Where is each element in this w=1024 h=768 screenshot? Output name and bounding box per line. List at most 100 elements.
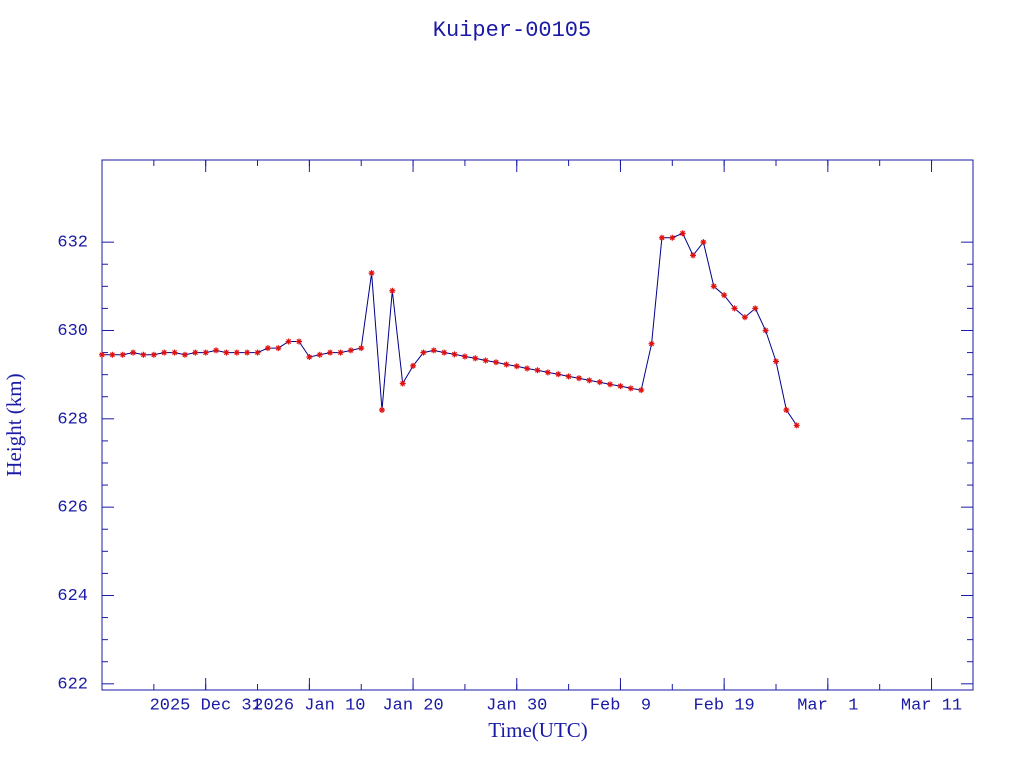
marker-stroke	[638, 387, 644, 393]
data-point	[327, 349, 334, 356]
data-point	[420, 349, 427, 356]
y-tick-label: 632	[57, 234, 88, 253]
marker-stroke	[773, 358, 779, 364]
data-point	[181, 351, 188, 358]
marker-stroke	[669, 235, 675, 241]
data-point	[627, 385, 634, 392]
chart-title: Kuiper-00105	[433, 18, 591, 43]
marker-stroke	[441, 350, 447, 356]
marker-stroke	[327, 350, 333, 356]
marker-stroke	[763, 327, 769, 334]
data-point	[150, 351, 157, 358]
x-tick-label: Jan 30	[486, 696, 547, 715]
data-line	[102, 232, 798, 426]
marker-stroke	[534, 367, 541, 373]
data-point	[544, 369, 551, 376]
marker-stroke	[203, 350, 209, 356]
marker-stroke	[576, 375, 582, 381]
data-point	[223, 349, 230, 356]
marker-stroke	[130, 350, 136, 356]
data-point	[399, 380, 406, 387]
data-point	[378, 406, 385, 413]
marker-stroke	[151, 352, 157, 358]
marker-stroke	[120, 352, 126, 358]
data-point	[244, 349, 251, 356]
data-point	[202, 349, 209, 356]
marker-stroke	[690, 252, 696, 258]
data-point	[389, 287, 396, 294]
marker-stroke	[483, 357, 489, 364]
data-point	[316, 351, 323, 358]
marker-stroke	[555, 371, 561, 377]
data-point	[741, 314, 748, 321]
marker-stroke	[514, 363, 520, 369]
marker-stroke	[503, 361, 509, 368]
marker-stroke	[721, 292, 727, 298]
data-point	[410, 362, 417, 369]
marker-stroke	[223, 350, 229, 356]
data-point	[524, 365, 531, 372]
data-point	[472, 355, 479, 362]
data-point	[430, 347, 437, 354]
marker-stroke	[586, 377, 592, 383]
data-point	[109, 351, 116, 358]
marker-stroke	[700, 239, 706, 245]
marker-stroke	[410, 363, 416, 369]
data-point	[555, 371, 562, 378]
marker-stroke	[649, 341, 655, 347]
data-point	[575, 375, 582, 382]
data-point	[617, 383, 624, 390]
data-point	[130, 349, 137, 356]
x-tick-label: Jan 20	[382, 696, 443, 715]
marker-stroke	[255, 350, 261, 356]
marker-stroke	[234, 350, 240, 356]
marker-stroke	[731, 305, 738, 311]
data-point	[762, 327, 769, 334]
marker-stroke	[369, 270, 375, 276]
x-tick-label: Mar 11	[901, 696, 962, 715]
data-point	[710, 283, 717, 290]
marker-stroke	[275, 345, 281, 351]
marker-stroke	[244, 350, 250, 356]
data-point	[99, 351, 105, 358]
marker-stroke	[783, 407, 789, 413]
data-point	[638, 387, 645, 394]
marker-stroke	[680, 230, 686, 236]
x-tick-label: Feb 9	[590, 696, 651, 715]
data-point	[669, 234, 676, 241]
data-point	[658, 234, 665, 241]
marker-stroke	[348, 347, 354, 353]
data-point	[513, 363, 520, 370]
data-point	[161, 349, 168, 356]
marker-stroke	[389, 288, 395, 294]
data-point	[731, 305, 738, 312]
marker-stroke	[493, 359, 499, 365]
data-point	[254, 349, 261, 356]
data-point	[772, 358, 779, 365]
marker-stroke	[617, 383, 623, 389]
marker-stroke	[472, 355, 478, 361]
y-tick-label: 622	[57, 675, 88, 694]
y-tick-label: 624	[57, 587, 88, 606]
marker-stroke	[213, 347, 219, 353]
plot-frame	[101, 159, 974, 691]
marker-stroke	[462, 354, 468, 360]
marker-stroke	[172, 350, 178, 356]
marker-stroke	[607, 381, 613, 387]
data-point	[690, 252, 697, 259]
data-point	[783, 406, 790, 413]
data-point	[275, 345, 282, 352]
data-point	[337, 349, 344, 356]
data-point	[451, 351, 458, 358]
data-point	[140, 351, 147, 358]
data-point	[441, 349, 448, 356]
marker-stroke	[161, 350, 167, 356]
marker-stroke	[400, 380, 406, 387]
data-point	[264, 345, 271, 352]
y-tick-label: 626	[57, 499, 88, 518]
marker-stroke	[628, 385, 634, 391]
marker-stroke	[306, 354, 312, 360]
marker-stroke	[742, 314, 748, 320]
